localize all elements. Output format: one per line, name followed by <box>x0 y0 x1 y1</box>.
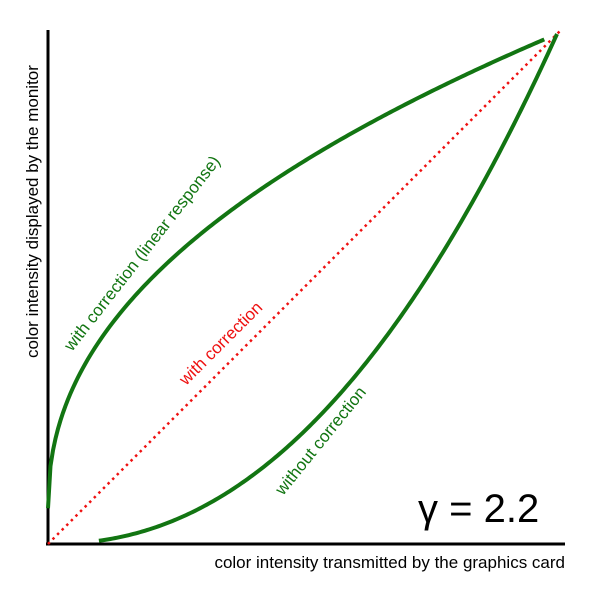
series-line-with-correction-linear-response <box>46 37 546 509</box>
series-label-with-correction: with correction <box>175 298 267 390</box>
gamma-annotation: γ = 2.2 <box>418 487 539 531</box>
series-label-without-correction: without correction <box>271 383 370 499</box>
x-axis-label: color intensity transmitted by the graph… <box>214 553 565 572</box>
y-axis-label: color intensity displayed by the monitor <box>23 65 42 358</box>
series-line-without-correction <box>98 33 559 543</box>
series-label-with-correction-linear-response: with correction (linear response) <box>60 152 225 355</box>
series-line-with-correction <box>47 28 563 545</box>
